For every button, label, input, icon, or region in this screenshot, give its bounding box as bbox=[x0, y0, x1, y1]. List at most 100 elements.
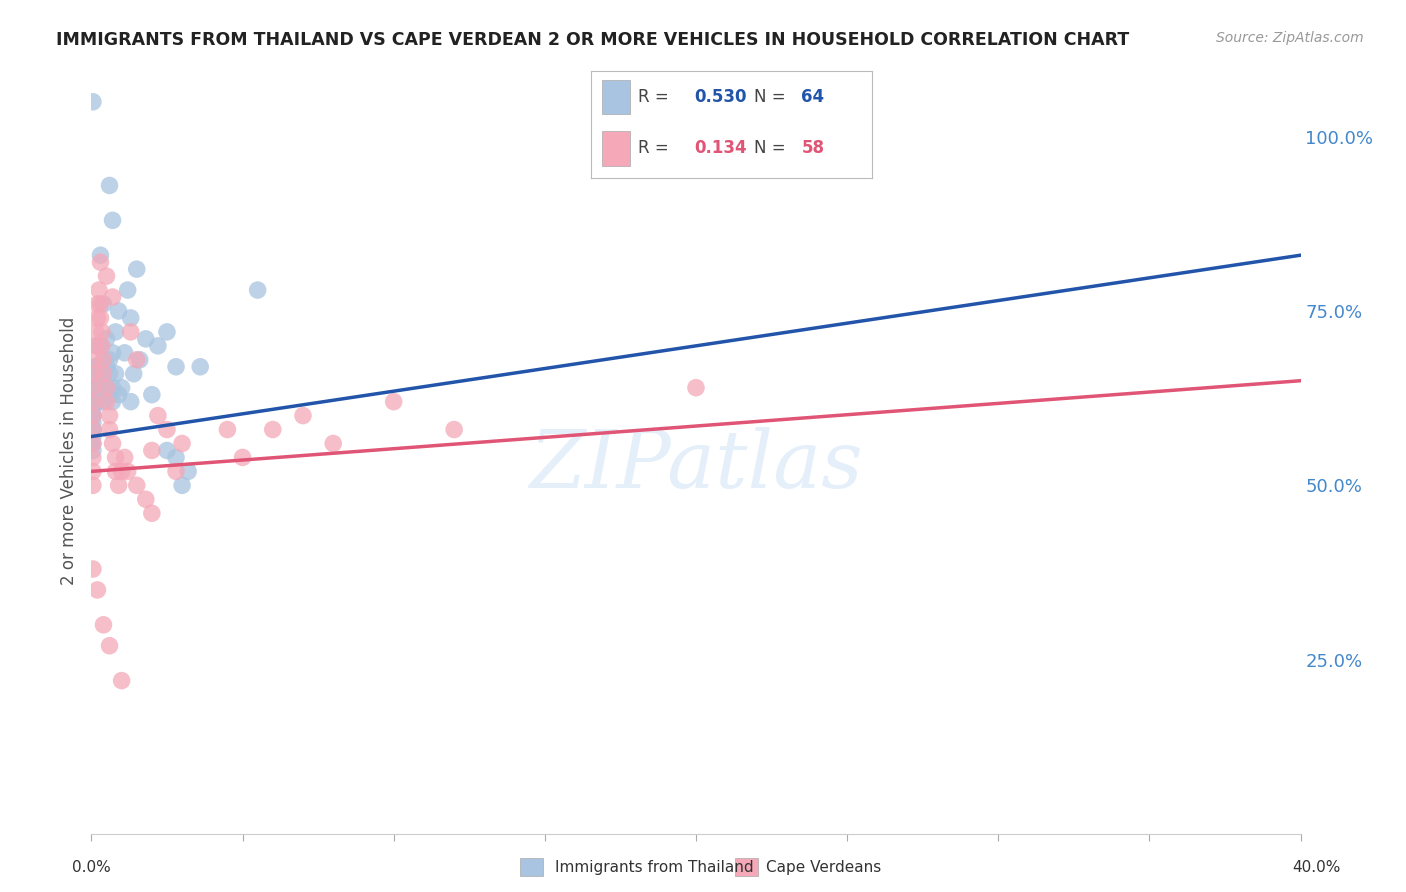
Point bbox=[93, 297, 115, 311]
Point bbox=[101, 290, 124, 304]
Point bbox=[231, 450, 253, 465]
Point bbox=[86, 359, 108, 374]
Point bbox=[83, 352, 105, 367]
Point bbox=[82, 443, 104, 458]
Text: N =: N = bbox=[754, 88, 790, 106]
Point bbox=[89, 359, 111, 374]
Text: ZIPatlas: ZIPatlas bbox=[529, 427, 863, 505]
Point bbox=[96, 332, 118, 346]
Text: 64: 64 bbox=[801, 88, 824, 106]
Point bbox=[82, 409, 104, 423]
Point bbox=[125, 478, 148, 492]
Point bbox=[246, 283, 269, 297]
Point bbox=[91, 325, 114, 339]
Point bbox=[120, 394, 142, 409]
Point bbox=[101, 436, 124, 450]
Point bbox=[82, 423, 104, 437]
Point bbox=[82, 416, 104, 430]
Point bbox=[107, 478, 129, 492]
Point bbox=[86, 582, 108, 597]
Point bbox=[322, 436, 344, 450]
Point bbox=[82, 423, 104, 437]
Point bbox=[156, 325, 179, 339]
Point bbox=[93, 367, 115, 381]
Point bbox=[292, 409, 315, 423]
Point bbox=[172, 436, 194, 450]
Point bbox=[82, 464, 104, 478]
Point bbox=[82, 409, 104, 423]
Point bbox=[83, 367, 105, 381]
Point bbox=[91, 339, 114, 353]
Text: Source: ZipAtlas.com: Source: ZipAtlas.com bbox=[1216, 31, 1364, 45]
Point bbox=[89, 255, 111, 269]
Text: Immigrants from Thailand: Immigrants from Thailand bbox=[555, 860, 754, 874]
Point bbox=[165, 359, 187, 374]
Point bbox=[98, 423, 121, 437]
Point bbox=[146, 339, 169, 353]
Point bbox=[125, 262, 148, 277]
Point bbox=[98, 387, 121, 401]
Point bbox=[98, 367, 121, 381]
Point bbox=[120, 325, 142, 339]
Point bbox=[141, 443, 163, 458]
Point bbox=[101, 213, 124, 227]
Point bbox=[101, 394, 124, 409]
Point bbox=[82, 562, 104, 576]
Text: IMMIGRANTS FROM THAILAND VS CAPE VERDEAN 2 OR MORE VEHICLES IN HOUSEHOLD CORRELA: IMMIGRANTS FROM THAILAND VS CAPE VERDEAN… bbox=[56, 31, 1129, 49]
Point bbox=[141, 506, 163, 520]
Point bbox=[104, 325, 127, 339]
Point bbox=[217, 423, 239, 437]
Point bbox=[165, 464, 187, 478]
Point bbox=[82, 394, 104, 409]
Point bbox=[89, 297, 111, 311]
Point bbox=[87, 381, 110, 395]
Text: 40.0%: 40.0% bbox=[1292, 860, 1340, 874]
Text: R =: R = bbox=[638, 139, 675, 157]
Point bbox=[101, 381, 124, 395]
Point bbox=[114, 346, 136, 360]
FancyBboxPatch shape bbox=[602, 131, 630, 166]
Point bbox=[93, 367, 115, 381]
Point bbox=[82, 95, 104, 109]
Text: N =: N = bbox=[754, 139, 790, 157]
Point bbox=[135, 332, 157, 346]
Text: R =: R = bbox=[638, 88, 675, 106]
Point bbox=[82, 381, 104, 395]
Point bbox=[104, 367, 127, 381]
Point bbox=[125, 352, 148, 367]
Point bbox=[146, 409, 169, 423]
Point bbox=[122, 367, 145, 381]
Point bbox=[172, 478, 194, 492]
Point bbox=[117, 283, 139, 297]
Text: 58: 58 bbox=[801, 139, 824, 157]
Point bbox=[84, 325, 107, 339]
Point bbox=[98, 178, 121, 193]
Point bbox=[141, 387, 163, 401]
Point bbox=[84, 374, 107, 388]
Point bbox=[96, 381, 118, 395]
Point bbox=[89, 248, 111, 262]
Text: 0.0%: 0.0% bbox=[72, 860, 111, 874]
Point bbox=[82, 436, 104, 450]
Point bbox=[86, 310, 108, 325]
Point bbox=[101, 346, 124, 360]
Point bbox=[93, 394, 115, 409]
Point bbox=[91, 387, 114, 401]
Point bbox=[177, 464, 200, 478]
Point bbox=[107, 304, 129, 318]
Text: 0.530: 0.530 bbox=[695, 88, 747, 106]
Point bbox=[117, 464, 139, 478]
Point bbox=[86, 387, 108, 401]
Point bbox=[104, 450, 127, 465]
Point bbox=[135, 492, 157, 507]
Point bbox=[382, 394, 405, 409]
Point bbox=[82, 429, 104, 443]
Point bbox=[93, 617, 115, 632]
Point bbox=[188, 359, 211, 374]
Point bbox=[165, 450, 187, 465]
Point bbox=[111, 381, 132, 395]
Point bbox=[107, 387, 129, 401]
Point bbox=[82, 401, 104, 416]
Point bbox=[96, 381, 118, 395]
Point bbox=[111, 673, 132, 688]
